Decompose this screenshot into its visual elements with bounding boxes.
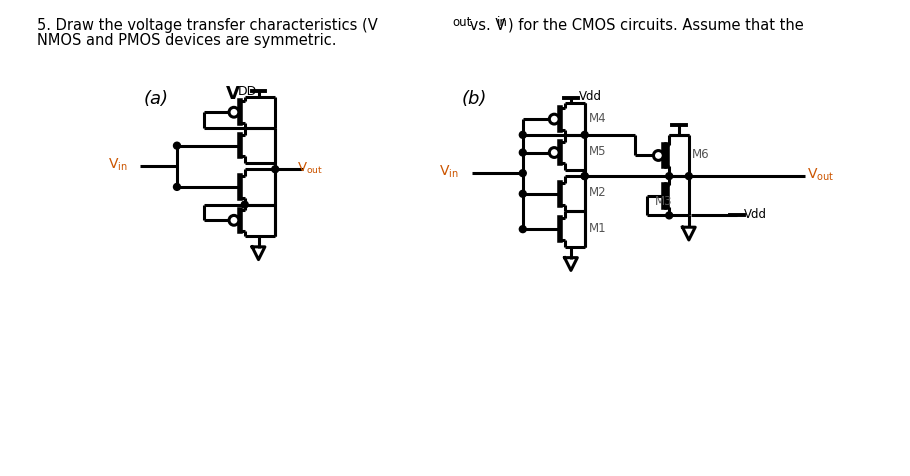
Text: Vdd: Vdd [743,208,767,221]
Text: M6: M6 [692,148,710,161]
Text: DD: DD [238,85,258,98]
Text: Vdd: Vdd [579,90,602,103]
Text: V$_{\rm in}$: V$_{\rm in}$ [440,164,459,180]
Text: V$_{\rm out}$: V$_{\rm out}$ [297,161,323,176]
Circle shape [520,190,526,197]
Text: M2: M2 [589,186,606,199]
Text: (b): (b) [462,89,487,108]
Text: vs. V: vs. V [465,18,505,33]
Circle shape [229,107,238,117]
Text: ) for the CMOS circuits. Assume that the: ) for the CMOS circuits. Assume that the [508,18,804,33]
Text: M4: M4 [589,112,606,125]
Circle shape [653,150,663,160]
Text: M3: M3 [654,195,672,208]
Circle shape [520,149,526,156]
Text: M5: M5 [589,145,606,158]
Circle shape [520,170,526,177]
Circle shape [520,131,526,138]
Text: $\mathbf{V}$: $\mathbf{V}$ [225,85,241,103]
Circle shape [174,183,180,190]
Text: out: out [452,16,471,29]
Circle shape [550,114,559,124]
Circle shape [520,226,526,233]
Circle shape [685,173,693,179]
Text: (a): (a) [144,89,168,108]
Circle shape [666,212,672,219]
Circle shape [229,216,238,225]
Text: 5. Draw the voltage transfer characteristics (V: 5. Draw the voltage transfer characteris… [37,18,379,33]
Text: NMOS and PMOS devices are symmetric.: NMOS and PMOS devices are symmetric. [37,33,337,48]
Circle shape [241,201,248,208]
Circle shape [174,142,180,149]
Circle shape [581,173,588,179]
Text: M1: M1 [589,222,606,235]
Circle shape [581,173,588,179]
Circle shape [581,131,588,138]
Text: V$_{\rm in}$: V$_{\rm in}$ [108,157,128,173]
Circle shape [550,148,559,158]
Text: in: in [497,16,508,29]
Circle shape [666,173,672,179]
Circle shape [272,166,278,173]
Text: V$_{\rm out}$: V$_{\rm out}$ [807,167,834,183]
